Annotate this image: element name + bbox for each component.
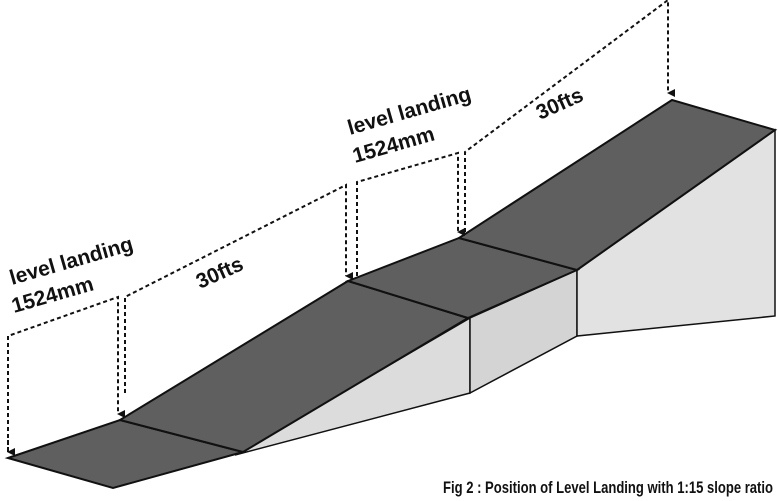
upper-ramp-surface [456, 98, 778, 272]
upper-run-label: 30fts [533, 84, 587, 125]
bottom-landing-dimension [7, 295, 125, 452]
lower-run-dimension [124, 183, 353, 393]
upper-run-dimension [464, 0, 675, 232]
middle-landing-dimension [356, 151, 465, 276]
figure-caption: Fig 2 : Position of Level Landing with 1… [443, 479, 773, 497]
lower-run-label: 30fts [193, 253, 247, 294]
dimension-guides [7, 0, 675, 456]
ramp-walking-surfaces [4, 98, 778, 490]
